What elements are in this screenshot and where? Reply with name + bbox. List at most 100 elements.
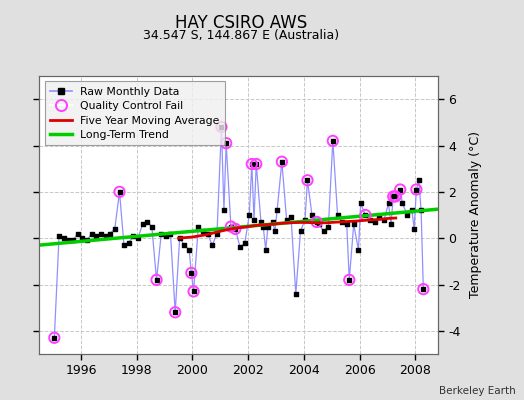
Point xyxy=(268,219,277,225)
Point xyxy=(361,212,369,218)
Point xyxy=(282,216,291,223)
Point xyxy=(389,193,397,200)
Point xyxy=(343,221,351,228)
Point xyxy=(187,270,195,276)
Point xyxy=(408,207,416,214)
Point xyxy=(208,242,216,248)
Point xyxy=(354,246,363,253)
Point xyxy=(92,233,100,239)
Point xyxy=(412,186,421,193)
Point xyxy=(180,242,189,248)
Point xyxy=(231,226,239,232)
Point xyxy=(138,221,147,228)
Point xyxy=(236,244,244,251)
Point xyxy=(161,233,170,239)
Point xyxy=(329,138,337,144)
Point xyxy=(261,246,270,253)
Point xyxy=(217,124,226,130)
Point xyxy=(134,235,142,241)
Point xyxy=(73,230,82,237)
Text: 34.547 S, 144.867 E (Australia): 34.547 S, 144.867 E (Australia) xyxy=(143,29,339,42)
Point xyxy=(120,242,128,248)
Point xyxy=(312,219,321,225)
Point xyxy=(396,186,405,193)
Point xyxy=(403,212,411,218)
Point xyxy=(329,138,337,144)
Point xyxy=(338,219,346,225)
Point xyxy=(227,223,235,230)
Point xyxy=(88,230,96,237)
Point xyxy=(171,309,179,316)
Point xyxy=(412,186,421,193)
Point xyxy=(199,228,208,234)
Point xyxy=(96,230,105,237)
Point xyxy=(297,228,305,234)
Point xyxy=(312,219,321,225)
Point xyxy=(227,223,235,230)
Point xyxy=(398,200,407,207)
Point xyxy=(157,230,166,237)
Y-axis label: Temperature Anomaly (°C): Temperature Anomaly (°C) xyxy=(468,132,482,298)
Point xyxy=(273,207,281,214)
Point xyxy=(185,246,193,253)
Point xyxy=(291,290,300,297)
Point xyxy=(241,240,249,246)
Point xyxy=(333,212,342,218)
Point xyxy=(410,226,418,232)
Point xyxy=(129,233,138,239)
Point xyxy=(125,240,133,246)
Point xyxy=(370,219,379,225)
Point xyxy=(171,309,179,316)
Point xyxy=(101,233,110,239)
Point xyxy=(115,189,124,195)
Point xyxy=(176,235,184,241)
Point xyxy=(152,277,161,283)
Point xyxy=(189,288,198,295)
Point xyxy=(389,193,397,200)
Point xyxy=(78,235,86,241)
Point xyxy=(384,200,392,207)
Point xyxy=(50,334,59,341)
Text: HAY CSIRO AWS: HAY CSIRO AWS xyxy=(175,14,307,32)
Point xyxy=(287,214,295,220)
Point xyxy=(264,223,272,230)
Point xyxy=(375,214,384,220)
Point xyxy=(380,216,388,223)
Point xyxy=(55,233,63,239)
Point xyxy=(111,226,119,232)
Point xyxy=(69,237,77,244)
Point xyxy=(148,223,156,230)
Point xyxy=(250,216,258,223)
Point xyxy=(259,223,267,230)
Point xyxy=(245,212,254,218)
Point xyxy=(217,124,226,130)
Point xyxy=(203,230,212,237)
Point xyxy=(366,216,374,223)
Point xyxy=(391,193,400,200)
Point xyxy=(414,177,423,184)
Point xyxy=(391,193,400,200)
Point xyxy=(83,237,91,244)
Point xyxy=(231,226,239,232)
Point xyxy=(220,207,228,214)
Point xyxy=(60,235,68,241)
Point xyxy=(64,237,72,244)
Point xyxy=(303,177,312,184)
Point xyxy=(152,277,161,283)
Point xyxy=(50,334,59,341)
Point xyxy=(361,212,369,218)
Point xyxy=(252,161,260,167)
Point xyxy=(320,228,328,234)
Point xyxy=(303,177,312,184)
Point xyxy=(301,216,309,223)
Point xyxy=(213,230,221,237)
Point xyxy=(271,228,279,234)
Point xyxy=(166,230,174,237)
Point xyxy=(257,219,265,225)
Point xyxy=(278,158,286,165)
Point xyxy=(308,212,316,218)
Point xyxy=(222,140,231,146)
Point xyxy=(419,286,428,292)
Point xyxy=(387,221,395,228)
Point xyxy=(248,161,256,167)
